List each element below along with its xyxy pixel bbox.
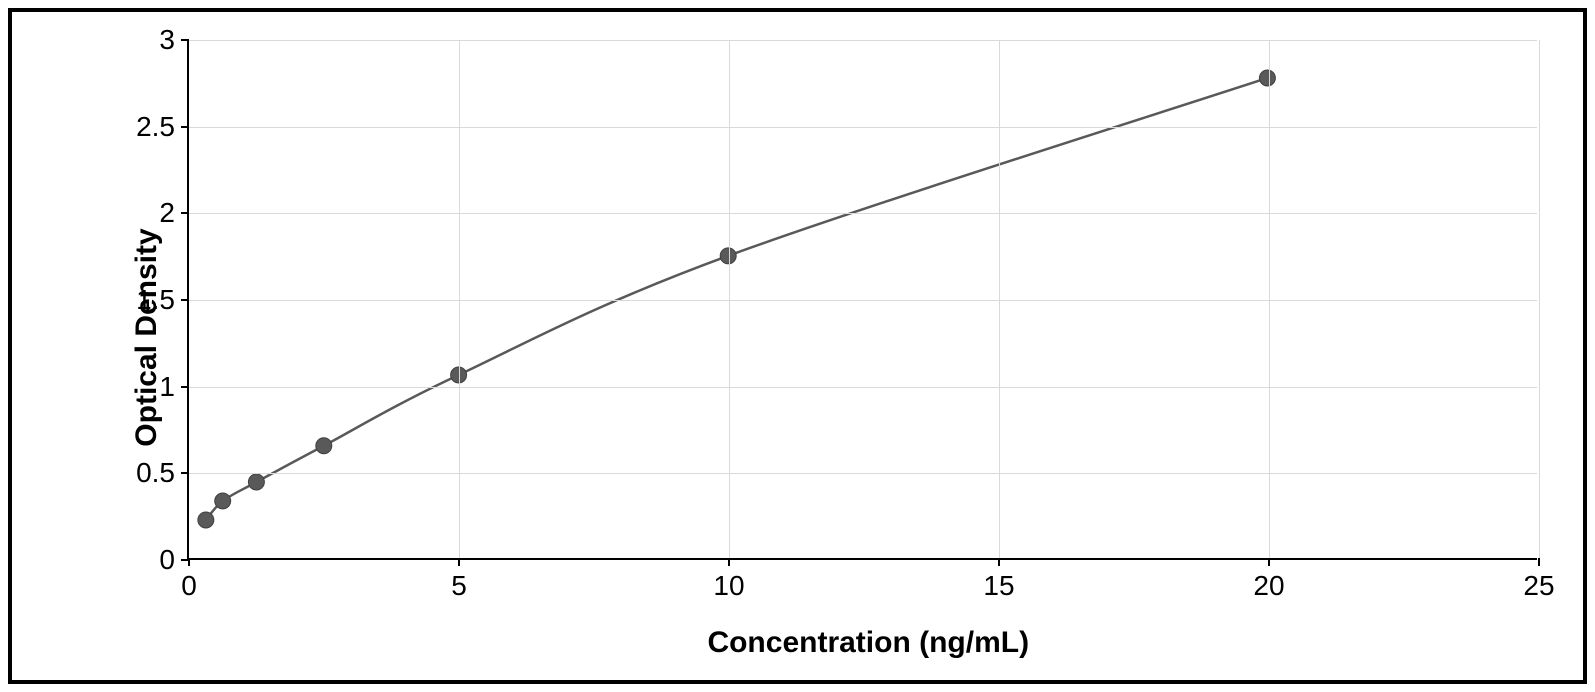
- gridline-vertical: [1269, 40, 1270, 558]
- gridline-vertical: [729, 40, 730, 558]
- y-tick: [181, 212, 189, 214]
- data-marker: [248, 474, 264, 490]
- gridline-vertical: [1539, 40, 1540, 558]
- y-axis-title: Optical Density: [130, 228, 164, 446]
- y-tick: [181, 472, 189, 474]
- chart-svg-layer: [189, 40, 1537, 558]
- chart-outer-frame: Optical Density Concentration (ng/mL) 05…: [8, 8, 1587, 684]
- x-axis-title: Concentration (ng/mL): [707, 626, 1029, 660]
- x-tick-label: 20: [1253, 570, 1284, 602]
- data-marker: [1259, 70, 1275, 86]
- x-tick: [998, 558, 1000, 566]
- y-tick: [181, 126, 189, 128]
- y-tick: [181, 39, 189, 41]
- gridline-horizontal: [189, 473, 1537, 474]
- data-marker: [316, 438, 332, 454]
- gridline-horizontal: [189, 127, 1537, 128]
- data-marker: [215, 493, 231, 509]
- x-tick-label: 10: [713, 570, 744, 602]
- data-line: [206, 78, 1268, 520]
- x-tick: [1268, 558, 1270, 566]
- y-tick-label: 2: [159, 197, 175, 229]
- chart-container: Optical Density Concentration (ng/mL) 05…: [12, 12, 1583, 680]
- x-tick: [458, 558, 460, 566]
- gridline-horizontal: [189, 213, 1537, 214]
- plot-area: 051015202500.511.522.53: [187, 40, 1537, 560]
- y-tick: [181, 299, 189, 301]
- y-tick-label: 1: [159, 371, 175, 403]
- gridline-vertical: [459, 40, 460, 558]
- y-tick-label: 0: [159, 544, 175, 576]
- x-tick-label: 5: [451, 570, 467, 602]
- y-tick-label: 1.5: [136, 284, 175, 316]
- x-tick-label: 0: [181, 570, 197, 602]
- gridline-horizontal: [189, 300, 1537, 301]
- gridline-horizontal: [189, 40, 1537, 41]
- y-tick: [181, 559, 189, 561]
- x-tick-label: 25: [1523, 570, 1554, 602]
- y-tick-label: 3: [159, 24, 175, 56]
- y-tick: [181, 386, 189, 388]
- x-tick-label: 15: [983, 570, 1014, 602]
- x-tick: [728, 558, 730, 566]
- data-marker: [198, 512, 214, 528]
- y-tick-label: 2.5: [136, 111, 175, 143]
- gridline-vertical: [999, 40, 1000, 558]
- x-tick: [1538, 558, 1540, 566]
- y-tick-label: 0.5: [136, 457, 175, 489]
- gridline-horizontal: [189, 387, 1537, 388]
